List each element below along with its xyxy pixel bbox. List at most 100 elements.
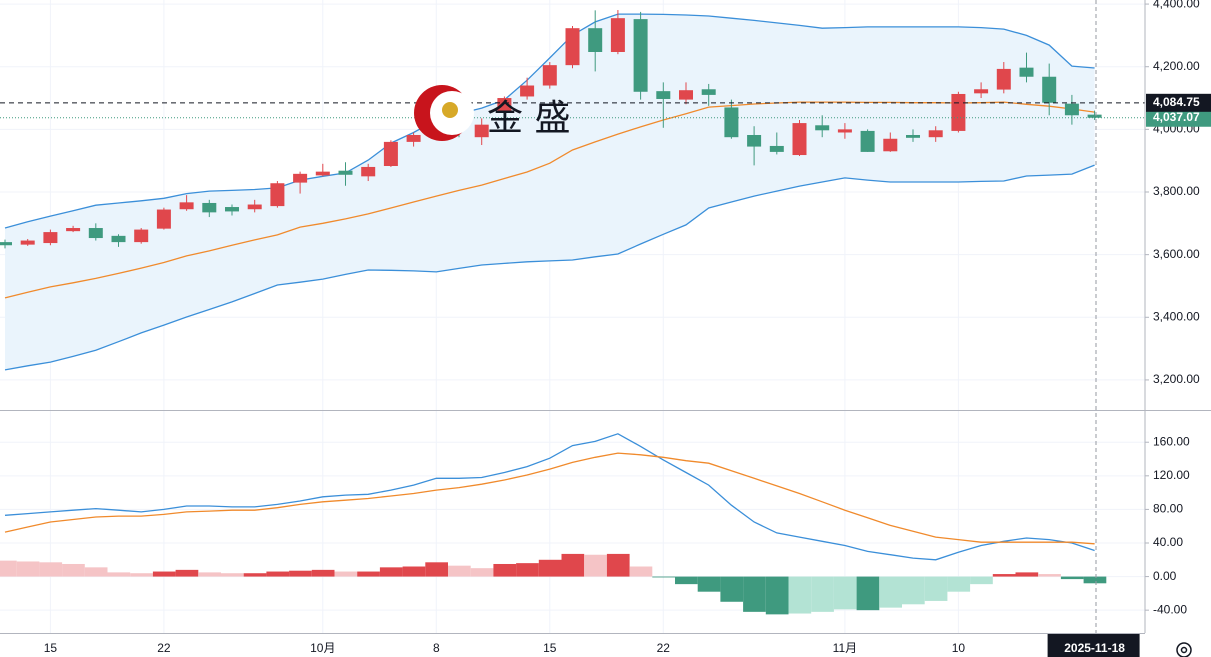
plot	[0, 10, 1145, 615]
indicator-line	[4, 13, 1095, 229]
y-tick-label: 3,200.00	[1153, 372, 1200, 386]
histogram-bar	[289, 570, 312, 577]
candle-body	[928, 130, 943, 138]
candle-body	[1064, 103, 1079, 116]
histogram-bar	[152, 571, 176, 577]
histogram-bar	[130, 573, 153, 577]
indicator-line	[4, 164, 1095, 371]
candle-body	[747, 134, 762, 147]
x-tick-label: 15	[44, 641, 58, 655]
histogram-bar	[198, 572, 221, 577]
crosshair-date-box	[1047, 634, 1140, 657]
candle-body	[225, 207, 239, 212]
candle-body	[1087, 114, 1102, 118]
candle-body	[701, 89, 716, 95]
histogram-bar	[992, 574, 1016, 577]
histogram-bar	[266, 571, 290, 577]
y-tick-label: 4,200.00	[1153, 59, 1200, 73]
candle-body	[860, 130, 875, 152]
y-tick-label: 3,800.00	[1153, 184, 1200, 198]
histogram-bar	[221, 573, 244, 577]
candle-body	[338, 170, 353, 175]
candle-body	[520, 85, 535, 97]
histogram-bar	[84, 567, 108, 577]
histogram-bar	[561, 553, 585, 577]
candle-body	[20, 240, 35, 245]
histogram-bar	[947, 576, 971, 592]
candle-body	[565, 28, 580, 66]
candle-body	[610, 18, 625, 52]
histogram-bar	[1083, 576, 1107, 584]
candle-body	[270, 183, 285, 207]
price-tag	[1146, 93, 1211, 112]
candle-body	[1019, 67, 1034, 77]
histogram-bar	[107, 572, 131, 577]
y-tick-label: 40.00	[1153, 535, 1183, 549]
candle-body	[474, 124, 489, 138]
histogram-bar	[470, 568, 494, 577]
settings-icon[interactable]	[1176, 642, 1192, 657]
candle-body	[724, 107, 739, 138]
candle-body	[837, 129, 852, 133]
y-tick-label: -40.00	[1153, 602, 1187, 616]
histogram-bar	[924, 576, 948, 601]
histogram-bar	[538, 559, 562, 577]
x-tick-label: 8	[433, 641, 440, 655]
histogram-bar	[175, 569, 199, 577]
candle-body	[247, 204, 262, 210]
candle-body	[497, 98, 512, 113]
histogram-bar	[584, 554, 607, 577]
candle-body	[542, 65, 557, 86]
histogram-bar	[629, 566, 653, 577]
y-tick-label: 0.00	[1153, 569, 1177, 583]
histogram-bar	[856, 576, 880, 611]
histogram-bar	[652, 576, 675, 578]
histogram-bar	[493, 563, 517, 577]
y-tick-label: 4,400.00	[1153, 0, 1200, 10]
histogram-bar	[1060, 576, 1084, 580]
candle-body	[792, 123, 807, 156]
candle-body	[66, 228, 81, 232]
settings-ring	[1176, 642, 1192, 657]
y-tick-label: 3,400.00	[1153, 309, 1200, 323]
x-tick-label: 22	[157, 641, 171, 655]
histogram-bar	[39, 562, 63, 577]
price-tag	[1146, 108, 1211, 127]
histogram-bar	[606, 553, 630, 577]
histogram-bar	[743, 576, 766, 612]
candle-body	[951, 93, 966, 131]
candle-body	[996, 68, 1011, 90]
histogram-bar	[675, 576, 698, 585]
histogram-bar	[402, 566, 426, 577]
candle-body	[633, 19, 648, 92]
candle-body	[883, 138, 898, 152]
candle-body	[315, 171, 330, 176]
settings-core	[1180, 646, 1188, 654]
histogram-bar	[516, 563, 539, 577]
y-tick-label: 3,600.00	[1153, 247, 1200, 261]
candle-body	[769, 145, 784, 152]
y-tick-label: 80.00	[1153, 502, 1183, 516]
candle-body	[906, 134, 920, 138]
histogram-bar	[879, 576, 902, 608]
histogram-bar	[1015, 572, 1039, 577]
histogram-bar	[788, 576, 812, 614]
candle-body	[361, 166, 376, 177]
candle-body	[88, 228, 103, 239]
candle-body	[656, 91, 671, 99]
x-tick-label: 2025-11-18	[1064, 641, 1125, 655]
candle-body	[156, 209, 171, 229]
histogram-bar	[1038, 574, 1061, 577]
x-tick-label: 15	[543, 641, 557, 655]
histogram-bar	[425, 562, 448, 577]
candle-body	[815, 125, 830, 131]
logo-ball	[442, 102, 458, 118]
histogram-bar	[902, 576, 925, 605]
candle-body	[0, 242, 12, 246]
y-tick-label: 160.00	[1153, 434, 1190, 448]
candle-body	[134, 229, 149, 243]
x-tick-label: 10	[952, 641, 966, 655]
histogram-bar	[243, 573, 267, 577]
